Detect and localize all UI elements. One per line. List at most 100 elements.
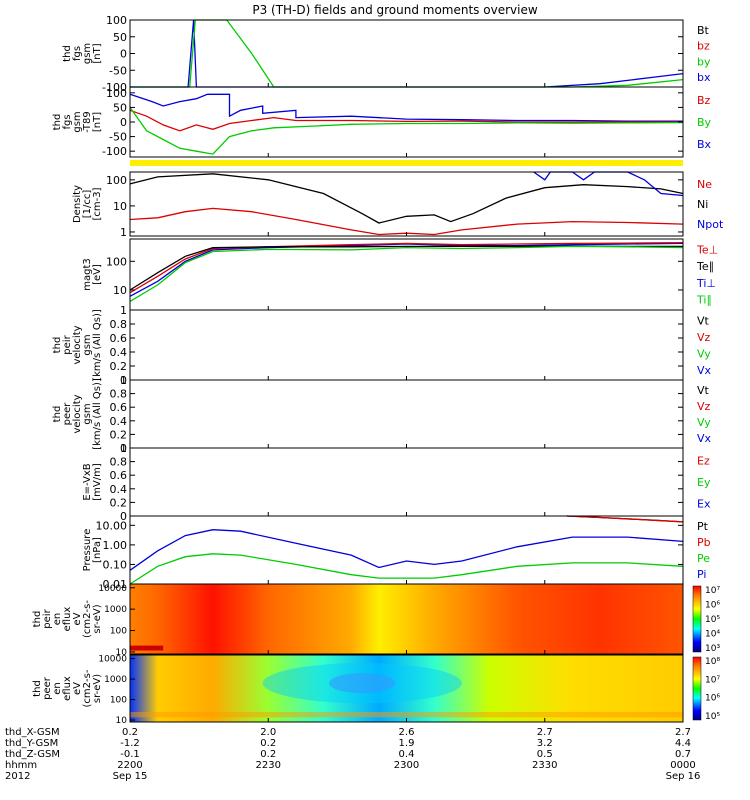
y-tick-label-temperature: 10 xyxy=(113,284,127,297)
y-tick-label-spec_i: 10000 xyxy=(98,584,127,594)
y-axis-label-velocity_e: thd xyxy=(52,406,63,423)
colorbar-tick-label: 10³ xyxy=(705,644,720,654)
y-tick-label-temperature: 100 xyxy=(106,255,127,268)
x-axis-tick-label: 0.2 xyxy=(122,727,138,738)
x-axis-tick-label: 0.2 xyxy=(260,749,276,760)
y-axis-label-spec_i: eV xyxy=(72,612,83,625)
y-axis-label-spec_e: eflux xyxy=(62,676,73,701)
y-tick-label-efield: 0.4 xyxy=(110,483,128,496)
y-axis-label-fgs: fgs xyxy=(72,46,83,61)
spectrogram-feature xyxy=(329,673,396,694)
y-axis-label-efield: E=-VxB xyxy=(82,463,93,500)
legend-vt: Vt xyxy=(697,384,710,397)
series-line-te xyxy=(129,241,684,294)
x-axis-tick-label: -1.2 xyxy=(120,738,140,749)
y-axis-label-spec_e: eV xyxy=(72,682,83,695)
x-axis-tick-label: 0000 xyxy=(670,760,695,771)
panel-fgs: -100 -50 0 50 100 thd fgs gsm [nT] Bt bz by bx xyxy=(62,14,711,94)
y-tick-label-fgs_dsl: 0 xyxy=(120,116,127,129)
y-axis-label-spec_e: en xyxy=(52,682,63,695)
colorbar-tick-label: 10⁵ xyxy=(705,615,720,625)
legend-vt: Vt xyxy=(697,314,710,327)
y-tick-label-efield: 0.6 xyxy=(110,469,128,482)
y-axis-label-pressure: [nPa] xyxy=(92,537,103,563)
y-axis-label-spec_e: sr-eV) xyxy=(92,674,103,703)
x-axis-row-label: 2012 xyxy=(5,771,30,782)
y-axis-label-fgs_dsl: [nT] xyxy=(92,112,103,132)
spectrogram-feature xyxy=(130,645,164,651)
y-axis-label-spec_e: (cm2-s- xyxy=(82,669,93,707)
y-axis-label-spec_i: eflux xyxy=(62,607,73,632)
y-tick-label-spec_e: 10 xyxy=(116,716,128,726)
legend-pb: Pb xyxy=(697,536,711,549)
y-tick-label-density: 100 xyxy=(106,174,127,187)
x-axis-row-label: hhmm xyxy=(5,760,37,771)
spectrogram-feature xyxy=(130,711,683,718)
x-axis-tick-label: Sep 16 xyxy=(666,771,701,782)
x-axis-tick-label: 2330 xyxy=(532,760,557,771)
y-tick-label-velocity_i: 1 xyxy=(120,304,127,317)
y-tick-label-density: 1 xyxy=(120,226,127,239)
x-axis-tick-label: 2.0 xyxy=(260,727,276,738)
y-tick-label-velocity_e: 0.4 xyxy=(110,415,128,428)
y-tick-label-velocity_e: 1 xyxy=(120,374,127,387)
y-tick-label-fgs_dsl: -50 xyxy=(109,131,127,144)
legend-bx: bx xyxy=(697,71,711,84)
legend-npot: Npot xyxy=(697,218,724,231)
y-axis-label-spec_i: peir xyxy=(42,608,53,628)
legend-te⊥: Te⊥ xyxy=(696,243,718,256)
y-tick-label-efield: 1 xyxy=(120,442,127,455)
colorbar-spec_i xyxy=(692,585,702,653)
x-axis-tick-label: 0.7 xyxy=(675,749,691,760)
y-axis-label-pressure: Pressure xyxy=(82,529,93,572)
y-axis-label-density: Density xyxy=(72,185,83,223)
plot-area-fgs xyxy=(130,20,683,87)
y-axis-label-spec_i: sr-eV) xyxy=(92,604,103,633)
y-axis-label-spec_i: thd xyxy=(32,611,43,628)
y-tick-label-fgs_dsl: 100 xyxy=(106,87,127,100)
legend-ti∥: Ti∥ xyxy=(696,294,712,307)
y-tick-label-density: 10 xyxy=(113,200,127,213)
y-axis-label-fgs: thd xyxy=(62,45,73,62)
colorbar-tick-label: 10⁴ xyxy=(705,630,720,640)
plot-area-velocity_i xyxy=(130,310,683,380)
x-axis-row-label: thd_Z-GSM xyxy=(5,749,60,760)
legend-pt: Pt xyxy=(697,520,709,533)
y-axis-label-fgs_dsl: thd xyxy=(52,114,63,131)
x-axis-row-label: thd_Y-GSM xyxy=(5,738,58,749)
legend-ez: Ez xyxy=(697,455,710,468)
series-line-ti xyxy=(129,242,684,297)
series-line-pb xyxy=(566,515,684,523)
y-tick-label-velocity_e: 0.8 xyxy=(110,388,128,401)
y-tick-label-efield: 0 xyxy=(120,510,127,523)
legend-vy: Vy xyxy=(697,347,711,360)
legend-vz: Vz xyxy=(697,400,711,413)
y-tick-label-spec_e: 100 xyxy=(110,696,127,706)
legend-by: by xyxy=(697,55,711,68)
y-tick-label-spec_e: 1000 xyxy=(104,675,127,685)
x-axis-tick-label: 2300 xyxy=(394,760,419,771)
plot-area-velocity_e xyxy=(130,380,683,448)
y-axis-label-density: [cm-3] xyxy=(92,187,103,220)
y-tick-label-velocity_i: 0.6 xyxy=(110,332,128,345)
series-line-pi xyxy=(129,529,684,571)
series-line-ni xyxy=(129,173,684,224)
x-axis-tick-label: 1.9 xyxy=(399,738,415,749)
y-tick-label-spec_i: 1000 xyxy=(104,605,127,615)
y-axis-label-velocity_e: peer xyxy=(62,402,73,426)
y-tick-label-fgs: -100 xyxy=(102,81,127,94)
panel-frame xyxy=(129,447,684,517)
legend-bz: bz xyxy=(697,40,710,53)
panel-frame xyxy=(129,309,684,381)
series-line-bx xyxy=(129,93,683,122)
y-axis-label-spec_i: en xyxy=(52,613,63,626)
y-axis-label-fgs_dsl: gsm xyxy=(72,111,83,132)
plot-area-pressure xyxy=(130,516,683,584)
y-axis-label-velocity_i: thd xyxy=(52,337,63,354)
y-axis-label-spec_e: thd xyxy=(32,680,43,697)
y-tick-label-efield: 0.8 xyxy=(110,456,128,469)
panel-frame xyxy=(129,379,684,449)
